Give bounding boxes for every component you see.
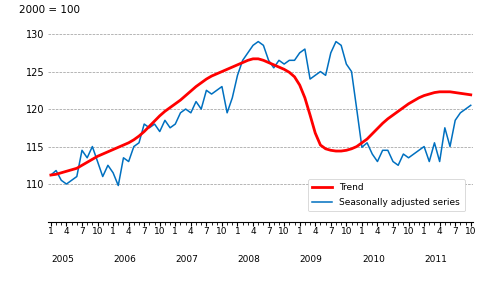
Legend: Trend, Seasonally adjusted series: Trend, Seasonally adjusted series [308,179,465,211]
Text: 2010: 2010 [362,255,385,264]
Text: 2009: 2009 [299,255,323,264]
Text: 2006: 2006 [113,255,136,264]
Text: 2008: 2008 [238,255,260,264]
Text: 2011: 2011 [424,255,447,264]
Text: 2000 = 100: 2000 = 100 [18,5,80,15]
Text: 2005: 2005 [51,255,74,264]
Text: 2007: 2007 [175,255,198,264]
